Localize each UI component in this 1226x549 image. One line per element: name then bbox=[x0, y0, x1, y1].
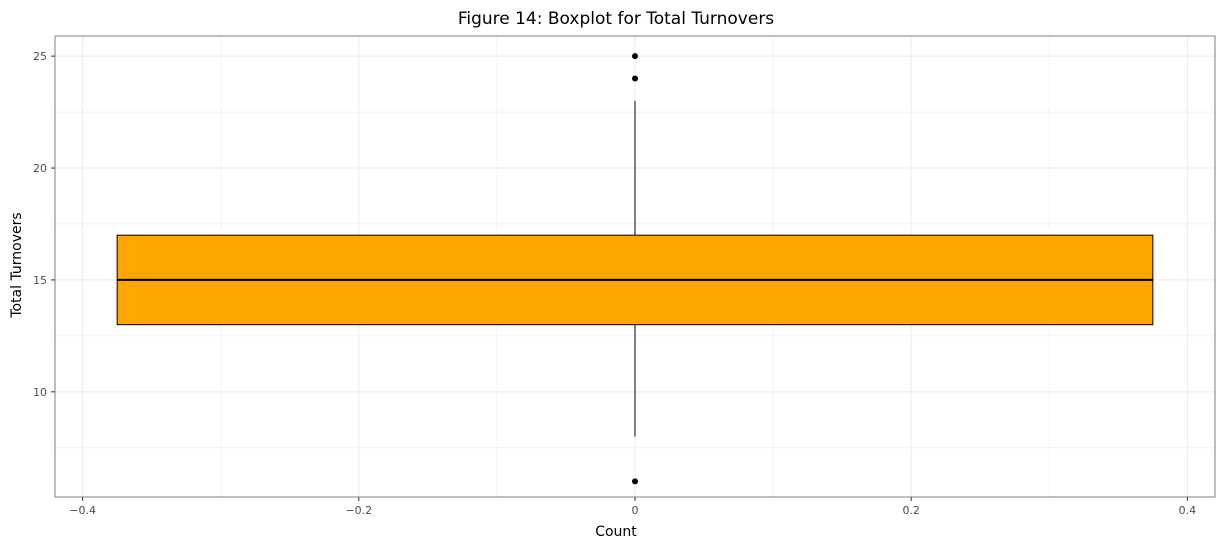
y-axis-title: Total Turnovers bbox=[9, 212, 25, 318]
box-layer bbox=[116, 53, 1154, 485]
chart-title: Figure 14: Boxplot for Total Turnovers bbox=[458, 9, 774, 29]
outlier-point bbox=[632, 53, 638, 60]
y-tick-label: 25 bbox=[33, 50, 47, 63]
x-tick-label: 0 bbox=[632, 504, 639, 517]
x-axis-title: Count bbox=[595, 524, 637, 540]
x-tick-label: 0.2 bbox=[902, 504, 920, 517]
outlier-point bbox=[632, 478, 638, 485]
axis-ticks: −0.4 −0.2 0 0.2 0.4 10 15 20 25 bbox=[33, 50, 1196, 517]
y-tick-label: 10 bbox=[33, 386, 47, 399]
outlier-point bbox=[632, 75, 638, 82]
x-tick-label: 0.4 bbox=[1179, 504, 1197, 517]
x-tick-label: −0.2 bbox=[345, 504, 372, 517]
y-tick-label: 20 bbox=[33, 162, 47, 175]
y-tick-label: 15 bbox=[33, 274, 47, 287]
x-tick-label: −0.4 bbox=[69, 504, 96, 517]
